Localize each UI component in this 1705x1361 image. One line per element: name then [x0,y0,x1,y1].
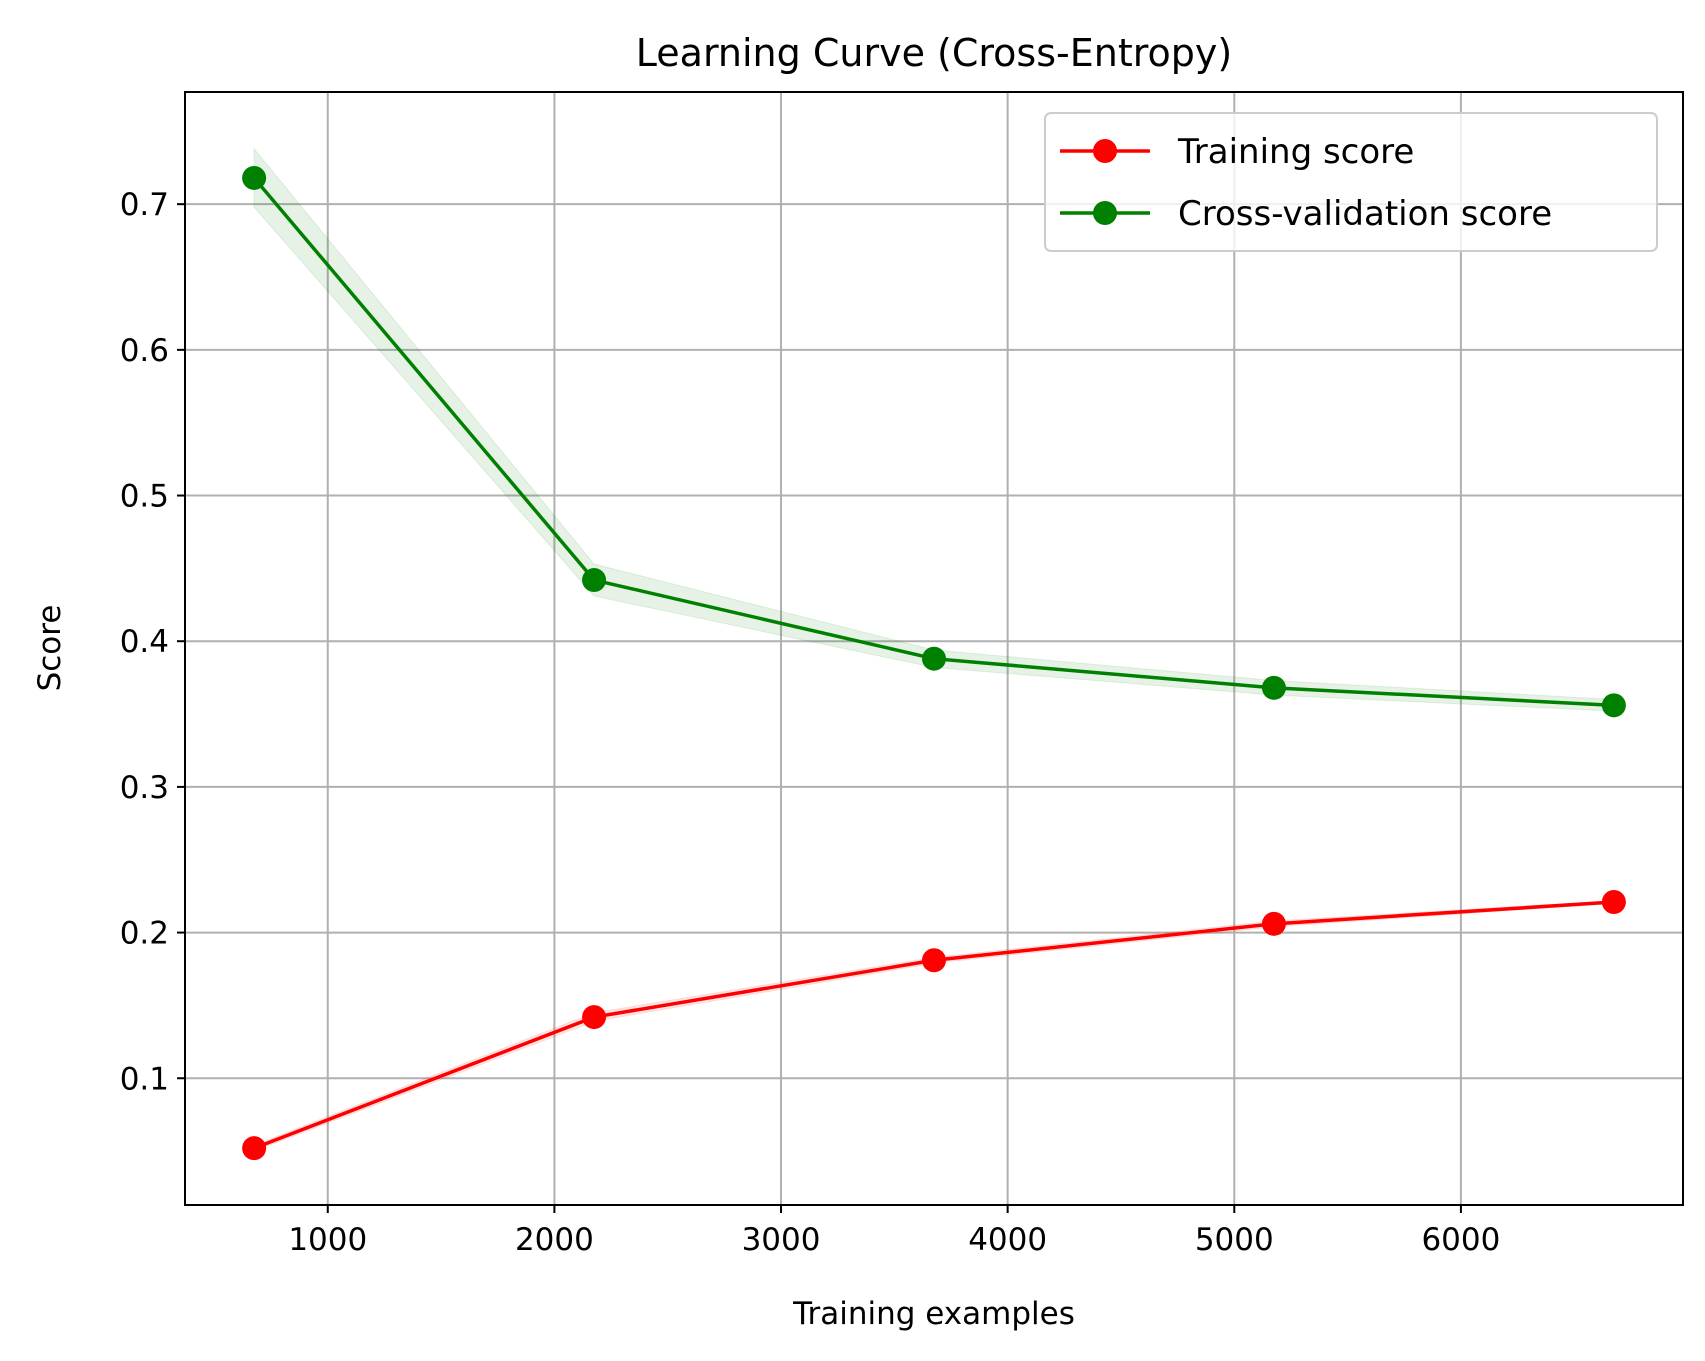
legend-marker-1 [1093,201,1117,225]
y-tick-label: 0.7 [120,187,169,223]
data-point [1601,889,1626,914]
data-point [1601,693,1626,718]
plot-area-frame [184,91,1684,1206]
data-point [582,568,607,593]
data-point [582,1005,607,1030]
x-tick-label: 2000 [515,1222,594,1258]
data-point [1261,675,1286,700]
x-axis-label: Training examples [792,1296,1075,1332]
chart-title: Learning Curve (Cross-Entropy) [636,31,1232,75]
legend-box [1044,112,1658,252]
y-tick-label: 0.4 [120,624,169,660]
legend-label-1: Cross-validation score [1178,194,1552,234]
legend-label-0: Training score [1177,132,1414,172]
data-point [922,646,946,671]
data-point [922,948,946,973]
x-tick-label: 3000 [742,1222,821,1258]
legend-marker-0 [1093,139,1117,163]
x-tick-label: 5000 [1195,1222,1274,1258]
data-point [242,165,267,190]
y-tick-label: 0.3 [120,770,169,806]
data-point [1261,911,1286,936]
y-axis-label: Score [32,605,68,692]
y-tick-label: 0.5 [120,479,169,515]
legend: Training score Cross-validation score [1044,112,1658,252]
y-tick-label: 0.2 [120,916,169,952]
series-markers [242,165,1626,1161]
y-tick-label: 0.6 [120,333,169,369]
axis-ticks: 1000 2000 3000 4000 5000 6000 0.1 0.2 0.3 0.4 0.5 0… [120,187,1501,1258]
x-tick-label: 1000 [288,1222,367,1258]
y-tick-label: 0.1 [120,1061,169,1097]
x-tick-label: 4000 [968,1222,1047,1258]
grid [185,92,1683,1205]
data-point [242,1136,267,1161]
x-tick-label: 6000 [1421,1222,1500,1258]
